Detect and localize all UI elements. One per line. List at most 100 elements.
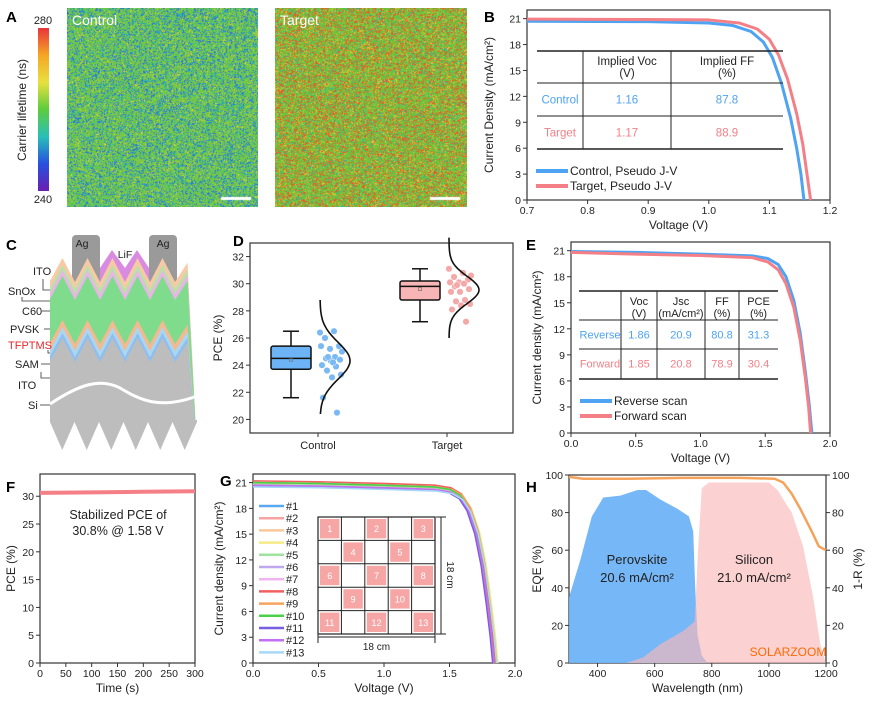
target-lifetime-map (275, 8, 467, 207)
subcell-label: 10 (395, 594, 405, 604)
panel-H-chart: 400 600 800 1000 1200020406080100Wavelength … (530, 470, 865, 695)
x-tick-label: 1.5 (442, 668, 457, 680)
jv-curve-1 (571, 252, 811, 433)
data-point (449, 306, 456, 313)
panel-label-G: G (220, 473, 232, 490)
data-point (457, 289, 464, 296)
x-axis-label: Voltage (V) (649, 218, 708, 232)
x-tick-label: 250 (160, 668, 178, 680)
stabilized-pce-annotation-line: Stabilized PCE of (69, 508, 167, 522)
data-point (327, 346, 334, 353)
y-tick-label: 10 (22, 602, 34, 614)
table-cell: Target (544, 128, 577, 140)
y-tick-label: 21 (553, 246, 565, 258)
plot-frame (40, 474, 195, 663)
watermark: SOLARZOOM (750, 645, 827, 659)
subcell-label: 5 (397, 548, 402, 558)
y-tick-label: 3 (559, 402, 565, 414)
y-tick-label: 15 (509, 65, 521, 77)
x-tick-label: 0.7 (520, 205, 535, 217)
y-tick-label: 3 (515, 169, 521, 181)
table-header-line: FF (715, 296, 729, 308)
y-tick-label: 40 (551, 583, 563, 595)
control-map-title: Control (72, 12, 117, 28)
y-tick-label: 12 (553, 324, 565, 336)
label-lif: LiF (118, 249, 133, 261)
x-tick-label: 50 (60, 668, 72, 680)
table-header: Implied Voc (V) (597, 56, 657, 80)
y-tick-label: 15 (22, 575, 34, 587)
y-tick-label: 15 (235, 529, 247, 541)
table-header: FF (%) (713, 296, 730, 320)
y-tick-label: 0 (557, 658, 563, 670)
x-tick-label: 1.0 (701, 205, 716, 217)
x-tick-label: 1.5 (758, 438, 773, 450)
x-tick-label: 200 (135, 668, 153, 680)
x-tick-label: 300 (186, 668, 204, 680)
y-tick-label: 0 (559, 428, 565, 440)
table-cell: 1.85 (628, 359, 649, 371)
y-tick-label: 18 (509, 40, 521, 52)
subcell-label: 13 (418, 618, 428, 628)
x-tick-label: 400 (589, 668, 607, 680)
y-tick-label: 0 (28, 658, 34, 670)
data-point (461, 280, 468, 287)
panel-E-chart: 0.0 0.5 1.0 1.5 2.0036912151821Voltage (V)Cu… (530, 242, 837, 465)
x-axis-label: Voltage (V) (671, 451, 730, 465)
x-tick-label: 1.0 (377, 668, 392, 680)
data-point (319, 362, 326, 369)
subcell-label: 2 (374, 524, 379, 534)
colorbar-label: Carrier lifetime (ns) (15, 59, 29, 161)
data-point (463, 318, 470, 325)
x-tick-label: 0.0 (246, 668, 261, 680)
panel-label-F: F (6, 479, 15, 496)
x-axis-label: Voltage (V) (354, 681, 413, 695)
y2-tick-label: 0 (832, 658, 838, 670)
x-tick-label: Control (300, 440, 335, 452)
table-header-line: (mA/cm²) (658, 308, 703, 320)
leader-line (43, 279, 50, 290)
legend-label: #9 (286, 599, 298, 611)
y2-tick-label: 60 (832, 545, 844, 557)
legend-label: #4 (286, 538, 298, 550)
data-point (329, 374, 336, 381)
y-axis-label: Current density (mA/cm²) (530, 270, 544, 404)
y-tick-label: 9 (515, 117, 521, 129)
table-header-line: (%) (718, 68, 736, 80)
y-tick-label: 60 (551, 545, 563, 557)
y2-tick-label: 40 (832, 583, 844, 595)
y-axis-label: Current Density (mA/cm²) (482, 37, 496, 173)
subcell-label: 4 (351, 548, 356, 558)
leader-line (41, 372, 50, 378)
y-axis-label: EQE (%) (530, 545, 544, 592)
subcell-label: 11 (325, 618, 334, 628)
silicon-label-line: 21.0 mA/cm² (717, 570, 791, 585)
panel-label-H: H (526, 479, 537, 496)
legend-label: Reverse scan (614, 394, 687, 408)
box-target (400, 238, 479, 338)
table-header-line: Implied Voc (597, 56, 657, 68)
y-tick-label: 20 (22, 547, 34, 559)
x-tick-label: 0.5 (311, 668, 326, 680)
table-header-line: Implied FF (700, 56, 754, 68)
table-header-line: Jsc (673, 296, 690, 308)
label-snox: SnOx (8, 286, 36, 298)
y-tick-label: 12 (235, 555, 247, 567)
box-control (271, 300, 350, 416)
table-header: Jsc (mA/cm²) (658, 296, 703, 320)
legend-label: #6 (286, 562, 298, 574)
y-tick-label: 15 (553, 298, 565, 310)
y-tick-label: 18 (553, 272, 565, 284)
legend-label: #12 (286, 635, 304, 647)
table-cell: 1.17 (616, 128, 638, 140)
label-c60: C60 (22, 306, 42, 318)
table-header-line: (%) (750, 308, 767, 320)
panel-B-chart: 0.7 0.8 0.9 1.0 1.1 1.2036912151821Voltage (V… (482, 10, 837, 232)
plot-frame (250, 243, 513, 433)
table-cell: 1.16 (616, 95, 638, 107)
control-lifetime-map (67, 8, 258, 207)
data-point (331, 328, 338, 335)
stabilized-pce-annotation: Stabilized PCE of 30.8% @ 1.58 V (69, 508, 167, 538)
table-header-line: (%) (713, 308, 730, 320)
y-tick-label: 6 (559, 376, 565, 388)
